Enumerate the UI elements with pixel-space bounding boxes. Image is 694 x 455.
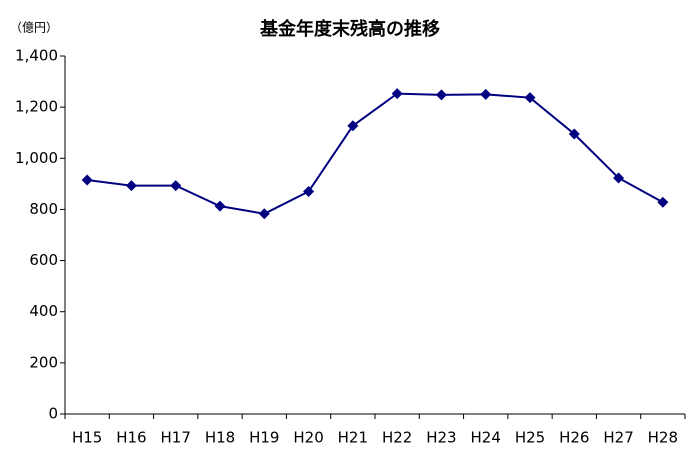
data-point xyxy=(435,89,447,101)
y-tick-label: 200 xyxy=(29,353,58,371)
y-tick-label: 1,200 xyxy=(15,98,58,116)
data-point xyxy=(524,92,536,104)
x-tick-label: H22 xyxy=(382,429,412,447)
x-tick-label: H19 xyxy=(249,429,279,447)
data-point xyxy=(258,208,270,220)
x-tick-label: H24 xyxy=(471,429,501,447)
x-tick-label: H21 xyxy=(338,429,368,447)
y-tick-label: 0 xyxy=(48,405,58,423)
data-point xyxy=(347,120,359,132)
x-tick-label: H28 xyxy=(648,429,678,447)
data-point xyxy=(125,180,137,192)
x-tick-label: H26 xyxy=(559,429,589,447)
data-point xyxy=(657,196,669,208)
x-tick-label: H25 xyxy=(515,429,545,447)
data-point xyxy=(568,128,580,140)
y-tick-label: 800 xyxy=(29,200,58,218)
data-point xyxy=(81,174,93,186)
data-point xyxy=(613,172,625,184)
data-point xyxy=(303,186,315,198)
x-tick-label: H15 xyxy=(72,429,102,447)
data-point xyxy=(391,88,403,100)
y-axis-unit: （億円） xyxy=(10,21,58,35)
x-tick-label: H27 xyxy=(603,429,633,447)
x-tick-label: H16 xyxy=(116,429,146,447)
data-point xyxy=(480,88,492,100)
y-tick-label: 1,000 xyxy=(15,149,58,167)
x-tick-label: H20 xyxy=(293,429,323,447)
x-tick-label: H17 xyxy=(161,429,191,447)
y-tick-label: 600 xyxy=(29,251,58,269)
x-tick-label: H23 xyxy=(426,429,456,447)
chart-title: 基金年度末残高の推移 xyxy=(259,18,440,40)
x-tick-label: H18 xyxy=(205,429,235,447)
data-line xyxy=(87,92,664,215)
data-point xyxy=(170,180,182,192)
y-tick-label: 400 xyxy=(29,302,58,320)
y-tick-label: 1,400 xyxy=(15,47,58,65)
data-point xyxy=(214,200,226,212)
